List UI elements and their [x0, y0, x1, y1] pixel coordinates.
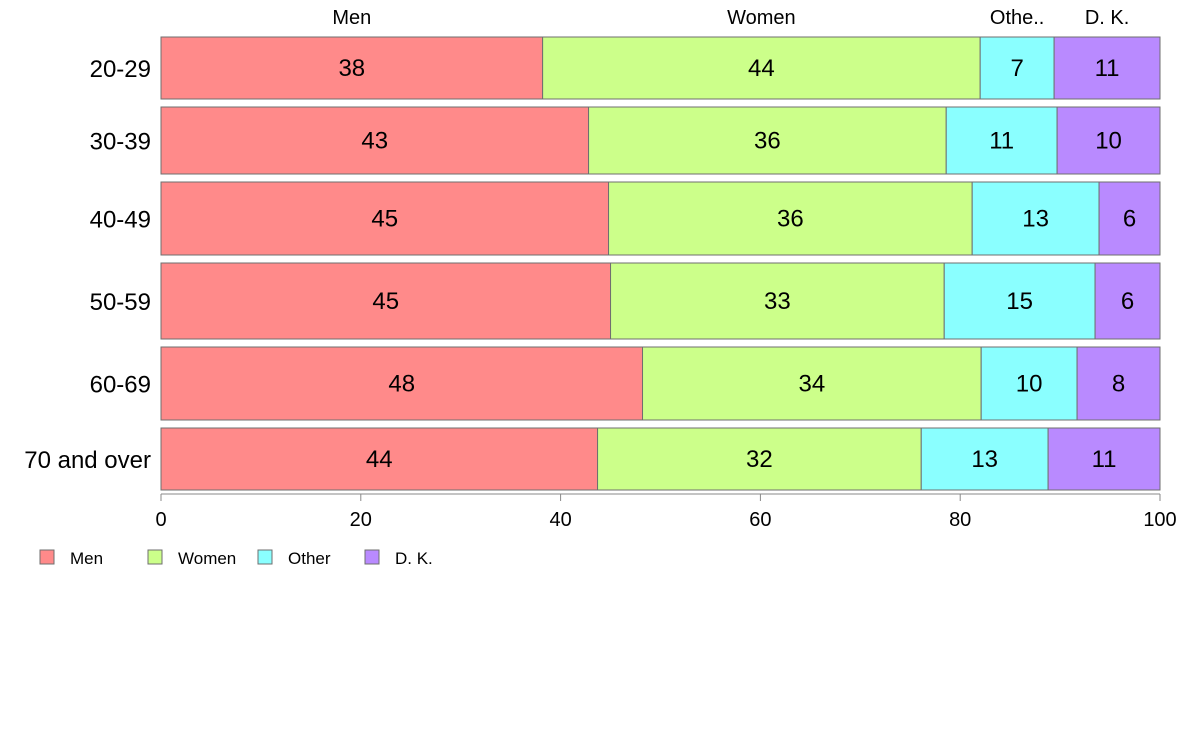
- legend-label: Women: [178, 549, 236, 568]
- category-label: 30-39: [90, 129, 151, 156]
- bar-segment: [1056, 106, 1161, 175]
- data-label: 38: [338, 55, 365, 82]
- data-label: 6: [1121, 288, 1134, 315]
- legend-swatch: [257, 549, 273, 565]
- x-tick-label: 80: [949, 509, 971, 531]
- legend-swatch: [364, 549, 380, 565]
- bar-segment: [610, 262, 945, 340]
- column-header-labels: Men Women Othe.. D. K.: [332, 7, 1129, 29]
- data-label: 45: [371, 206, 398, 233]
- bar-segment: [160, 346, 644, 421]
- x-tick-label: 40: [549, 509, 571, 531]
- bars-layer: 38 44 7 11 43 36 11 10 45 36 13 6 45 33 15 6 48 34 10 8 44 32…: [160, 36, 1161, 491]
- bar-segment: [160, 106, 590, 175]
- bar-segment: [597, 427, 922, 491]
- data-label: 13: [1022, 206, 1049, 233]
- column-header-label: Men: [332, 7, 371, 29]
- bar-segment: [160, 181, 610, 256]
- bar-segment: [160, 36, 544, 100]
- data-label: 10: [1095, 128, 1122, 155]
- legend-swatch: [39, 549, 55, 565]
- data-label: 36: [754, 128, 781, 155]
- data-label: 32: [746, 446, 773, 473]
- x-tick-label: 100: [1143, 509, 1176, 531]
- bar-segment: [1098, 181, 1161, 256]
- x-tick-label: 20: [350, 509, 372, 531]
- data-label: 11: [1095, 55, 1120, 82]
- data-label: 44: [748, 55, 775, 82]
- bar-segment: [943, 262, 1096, 340]
- legend-label: Men: [70, 549, 103, 568]
- column-header-label: D. K.: [1085, 7, 1129, 29]
- data-label: 7: [1010, 55, 1023, 82]
- bar-segment: [1076, 346, 1161, 421]
- bar-segment: [160, 262, 612, 340]
- legend-swatch: [147, 549, 163, 565]
- data-label: 13: [971, 446, 998, 473]
- category-label: 50-59: [90, 289, 151, 316]
- category-label: 40-49: [90, 207, 151, 234]
- bar-segment: [608, 181, 973, 256]
- data-label: 6: [1123, 206, 1136, 233]
- bar-segment: [1047, 427, 1161, 491]
- legend-label: Other: [288, 549, 331, 568]
- x-tick-label: 60: [749, 509, 771, 531]
- bar-segment: [1094, 262, 1161, 340]
- column-header-label: Women: [727, 7, 796, 29]
- legend: Men Women Other D. K.: [39, 549, 433, 568]
- legend-label: D. K.: [395, 549, 433, 568]
- data-label: 15: [1006, 288, 1033, 315]
- bar-segment: [642, 346, 982, 421]
- bar-segment: [920, 427, 1049, 491]
- data-label: 48: [388, 371, 415, 398]
- data-label: 10: [1016, 371, 1043, 398]
- data-label: 11: [989, 128, 1014, 155]
- x-tick-label: 0: [155, 509, 166, 531]
- data-label: 45: [372, 288, 399, 315]
- category-label: 20-29: [90, 56, 151, 83]
- category-label: 70 and over: [24, 447, 151, 474]
- data-label: 8: [1112, 371, 1125, 398]
- bar-segment: [160, 427, 599, 491]
- x-axis: 0 20 40 60 80 100: [155, 493, 1177, 531]
- data-label: 36: [777, 206, 804, 233]
- data-label: 43: [361, 128, 388, 155]
- data-label: 11: [1092, 446, 1117, 473]
- bar-segment: [1053, 36, 1161, 100]
- column-header-label: Othe..: [990, 7, 1044, 29]
- bar-segment: [542, 36, 981, 100]
- data-label: 33: [764, 288, 791, 315]
- category-labels: 20-29 30-39 40-49 50-59 60-69 70 and over: [24, 56, 151, 474]
- bar-segment: [980, 346, 1078, 421]
- data-label: 44: [366, 446, 393, 473]
- data-label: 34: [798, 371, 825, 398]
- bar-segment: [588, 106, 947, 175]
- bar-segment: [979, 36, 1055, 100]
- bar-segment: [945, 106, 1058, 175]
- category-label: 60-69: [90, 372, 151, 399]
